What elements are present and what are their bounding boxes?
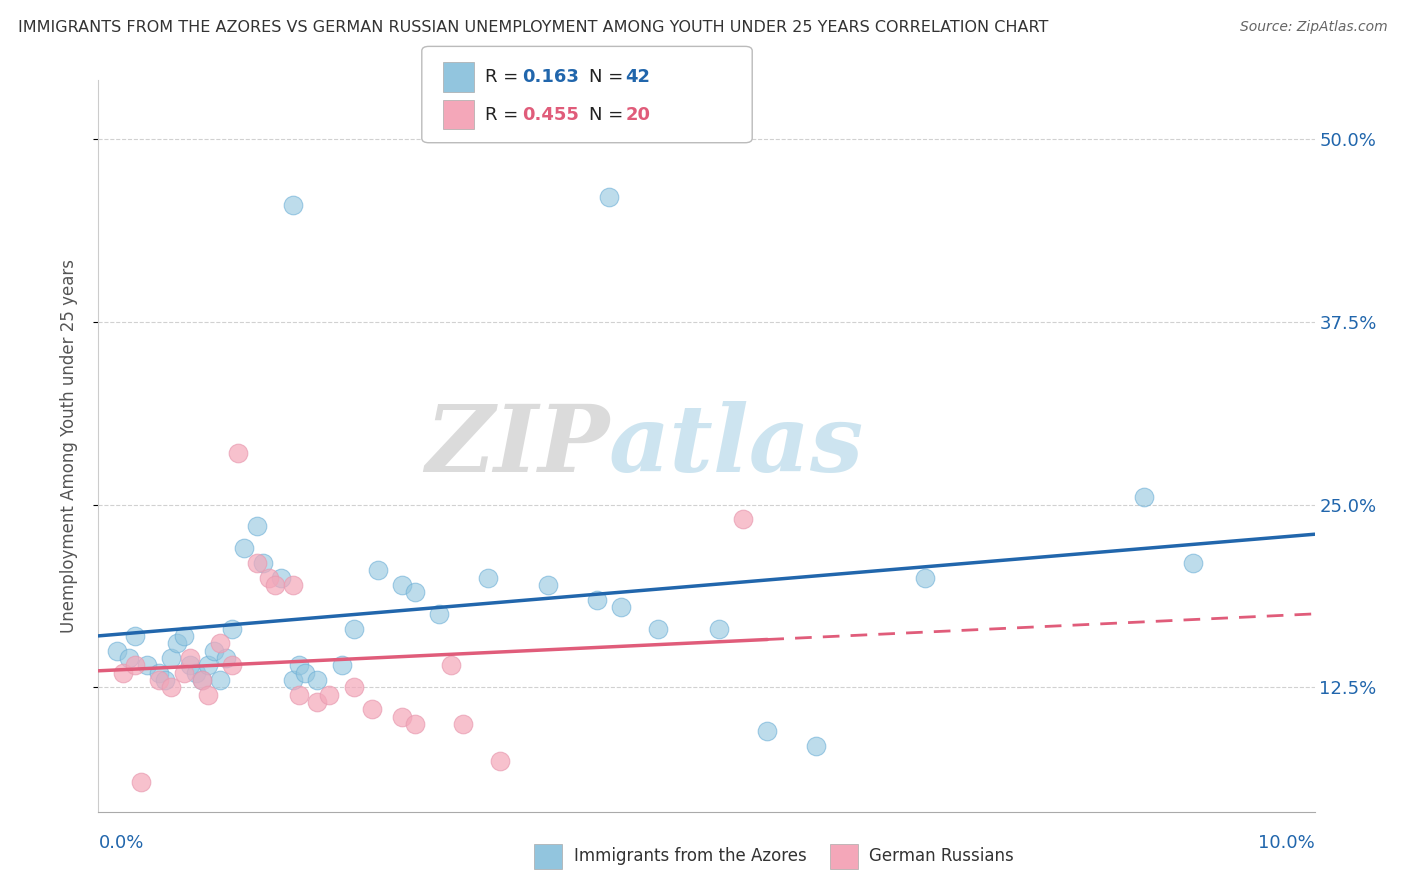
Text: IMMIGRANTS FROM THE AZORES VS GERMAN RUSSIAN UNEMPLOYMENT AMONG YOUTH UNDER 25 Y: IMMIGRANTS FROM THE AZORES VS GERMAN RUS… bbox=[18, 20, 1049, 35]
Point bbox=[288, 688, 311, 702]
Point bbox=[391, 709, 413, 723]
Point bbox=[184, 665, 207, 680]
Point bbox=[1182, 556, 1205, 570]
Point bbox=[404, 717, 426, 731]
Point bbox=[488, 754, 510, 768]
Point bbox=[731, 512, 754, 526]
Point bbox=[173, 629, 195, 643]
Text: 42: 42 bbox=[626, 68, 651, 87]
Point bbox=[453, 717, 475, 731]
Text: R =: R = bbox=[485, 68, 524, 87]
Text: 0.455: 0.455 bbox=[522, 105, 578, 124]
Point bbox=[160, 681, 183, 695]
Point bbox=[804, 739, 827, 753]
Point bbox=[148, 673, 170, 687]
Point bbox=[179, 658, 201, 673]
Text: 20: 20 bbox=[626, 105, 651, 124]
Point bbox=[245, 519, 267, 533]
Point bbox=[263, 578, 285, 592]
Point bbox=[166, 636, 188, 650]
Point bbox=[233, 541, 256, 556]
Point bbox=[1133, 490, 1156, 504]
Point bbox=[330, 658, 353, 673]
Point bbox=[111, 665, 134, 680]
Point bbox=[367, 563, 389, 577]
Point bbox=[361, 702, 384, 716]
Point bbox=[586, 592, 609, 607]
Point bbox=[307, 695, 329, 709]
Point bbox=[391, 578, 413, 592]
Point bbox=[343, 681, 366, 695]
Point bbox=[707, 622, 730, 636]
Point bbox=[197, 688, 219, 702]
Point bbox=[129, 775, 152, 789]
Point bbox=[756, 724, 779, 739]
Text: Source: ZipAtlas.com: Source: ZipAtlas.com bbox=[1240, 20, 1388, 34]
Text: 0.163: 0.163 bbox=[522, 68, 578, 87]
Point bbox=[294, 665, 316, 680]
Point bbox=[124, 629, 146, 643]
Point bbox=[537, 578, 560, 592]
Text: N =: N = bbox=[589, 68, 628, 87]
Point bbox=[209, 636, 232, 650]
Point bbox=[252, 556, 274, 570]
Point bbox=[215, 651, 238, 665]
Point bbox=[281, 197, 304, 211]
Point bbox=[160, 651, 183, 665]
Point bbox=[610, 599, 633, 614]
Point bbox=[647, 622, 669, 636]
Point bbox=[221, 658, 243, 673]
Point bbox=[257, 571, 280, 585]
Text: 10.0%: 10.0% bbox=[1258, 834, 1315, 852]
Point bbox=[477, 571, 499, 585]
Point bbox=[270, 571, 292, 585]
Text: atlas: atlas bbox=[609, 401, 865, 491]
Text: Immigrants from the Azores: Immigrants from the Azores bbox=[574, 847, 807, 865]
Point bbox=[440, 658, 463, 673]
Text: 0.0%: 0.0% bbox=[98, 834, 143, 852]
Point bbox=[427, 607, 450, 622]
Point bbox=[136, 658, 159, 673]
Text: R =: R = bbox=[485, 105, 524, 124]
Point bbox=[173, 665, 195, 680]
Point bbox=[191, 673, 214, 687]
Point bbox=[155, 673, 177, 687]
Point bbox=[209, 673, 232, 687]
Point bbox=[404, 585, 426, 599]
Point bbox=[226, 446, 249, 460]
Y-axis label: Unemployment Among Youth under 25 years: Unemployment Among Youth under 25 years bbox=[59, 259, 77, 633]
Point bbox=[343, 622, 366, 636]
Point bbox=[118, 651, 141, 665]
Point bbox=[124, 658, 146, 673]
Point bbox=[598, 190, 620, 204]
Point bbox=[281, 578, 304, 592]
Text: German Russians: German Russians bbox=[869, 847, 1014, 865]
Point bbox=[197, 658, 219, 673]
Point bbox=[307, 673, 329, 687]
Point bbox=[318, 688, 340, 702]
Point bbox=[914, 571, 936, 585]
Point bbox=[221, 622, 243, 636]
Text: ZIP: ZIP bbox=[425, 401, 609, 491]
Point bbox=[281, 673, 304, 687]
Text: N =: N = bbox=[589, 105, 628, 124]
Point bbox=[179, 651, 201, 665]
Point bbox=[148, 665, 170, 680]
Point bbox=[105, 644, 128, 658]
Point bbox=[245, 556, 267, 570]
Point bbox=[202, 644, 225, 658]
Point bbox=[191, 673, 214, 687]
Point bbox=[288, 658, 311, 673]
